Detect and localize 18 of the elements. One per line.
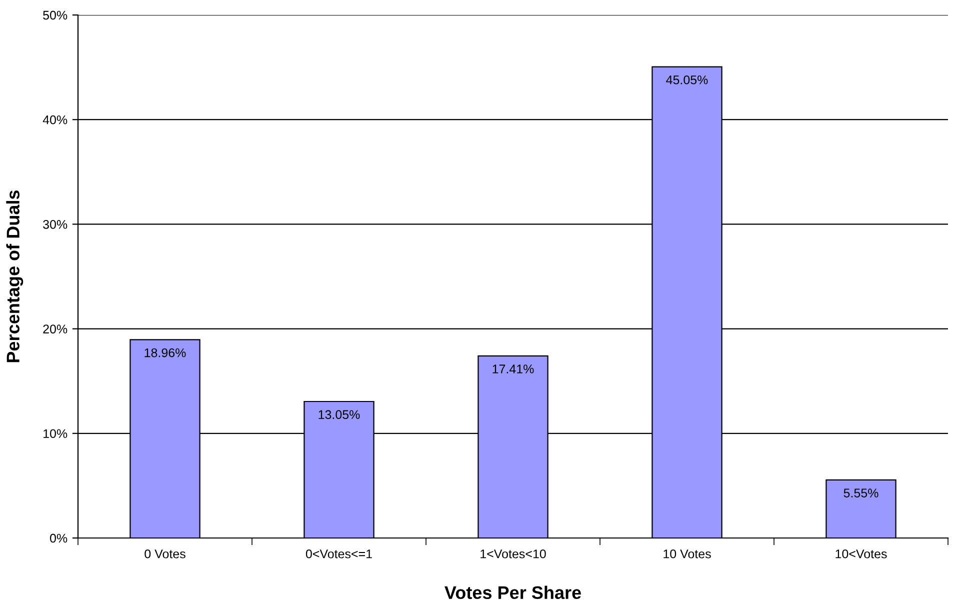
data-label: 13.05% bbox=[318, 410, 360, 420]
x-tick-label: 0 Votes bbox=[144, 549, 186, 558]
y-axis-title: Percentage of Duals bbox=[6, 190, 24, 362]
y-tick-label: 20% bbox=[43, 324, 68, 334]
x-tick-label: 10 Votes bbox=[664, 549, 711, 558]
data-label: 18.96% bbox=[144, 348, 186, 358]
y-tick-label: 40% bbox=[42, 115, 68, 124]
x-axis-title: Votes Per Share bbox=[444, 586, 581, 600]
x-tick-label: 1<Votes<10 bbox=[480, 549, 546, 558]
y-tick-label: 50% bbox=[43, 10, 68, 20]
data-label: 45.05% bbox=[666, 75, 708, 84]
data-label: 5.55% bbox=[844, 488, 878, 498]
x-tick-label: 0<Votes<=1 bbox=[306, 549, 372, 558]
y-tick-label: 30% bbox=[43, 220, 68, 229]
x-tick-label: 10<Votes bbox=[836, 549, 887, 558]
data-label: 17.41% bbox=[492, 364, 534, 374]
y-tick-label: 0% bbox=[50, 534, 68, 543]
y-tick-label: 10% bbox=[44, 429, 68, 438]
